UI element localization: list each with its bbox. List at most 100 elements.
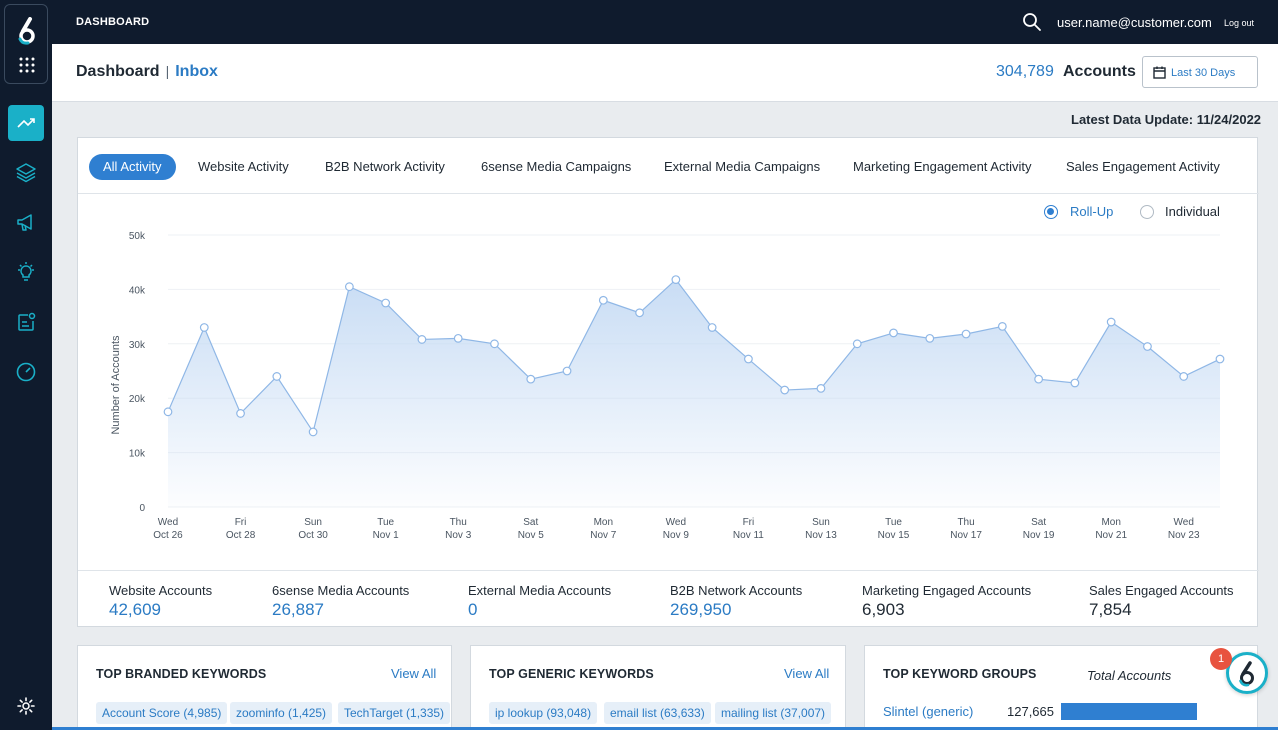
x-tick-label: Fri xyxy=(743,517,755,528)
data-point xyxy=(671,275,681,285)
tab-website-activity[interactable]: Website Activity xyxy=(198,159,289,174)
apps-grid-icon[interactable] xyxy=(19,57,35,73)
view-all-link[interactable]: View All xyxy=(784,666,830,681)
total-accounts-header: Total Accounts xyxy=(1087,668,1172,683)
date-range-label: Last 30 Days xyxy=(1171,67,1236,79)
data-point xyxy=(526,374,536,384)
report-icon xyxy=(18,312,36,331)
stat-value[interactable]: 26,887 xyxy=(272,600,324,619)
x-tick-label: Oct 26 xyxy=(153,530,183,541)
x-tick-label: Nov 15 xyxy=(878,530,910,541)
series-line xyxy=(167,278,1221,434)
x-tick-label: Sun xyxy=(304,517,322,528)
data-point xyxy=(780,385,790,395)
x-tick-label: Sat xyxy=(1031,517,1046,528)
keyword-chip[interactable]: mailing list (37,007) xyxy=(715,702,832,724)
stat-value[interactable]: 269,950 xyxy=(670,600,732,619)
keyword-group-name[interactable]: Slintel (generic) xyxy=(883,704,974,719)
trend-up-icon xyxy=(17,118,35,128)
stat-label: 6sense Media Accounts xyxy=(272,583,410,598)
logo-box[interactable] xyxy=(4,4,48,84)
megaphone-icon xyxy=(17,214,32,231)
nav-dashboard[interactable] xyxy=(8,105,44,141)
page-header: Dashboard | Inbox 304,789 Accounts Last 30… xyxy=(52,44,1278,102)
rollup-radio[interactable] xyxy=(1044,205,1058,219)
keyword-chip[interactable]: TechTarget (1,335) xyxy=(338,702,451,724)
y-tick-label: 40k xyxy=(129,285,146,296)
nav-layers[interactable] xyxy=(8,154,44,190)
y-tick-label: 30k xyxy=(129,340,146,351)
data-point xyxy=(1143,342,1152,351)
x-tick-label: Nov 5 xyxy=(518,530,545,541)
data-point xyxy=(925,333,935,343)
keyword-chip[interactable]: ip lookup (93,048) xyxy=(489,702,598,724)
y-tick-label: 10k xyxy=(129,449,146,460)
tab-external-media-campaigns[interactable]: External Media Campaigns xyxy=(664,159,821,174)
top-generic-keywords-card: TOP GENERIC KEYWORDS View All ip lookup … xyxy=(470,645,846,730)
x-tick-label: Nov 3 xyxy=(445,530,472,541)
activity-area-chart: 0 10k 20k 30k 40k 50k Number of Accounts Wed Oct… xyxy=(110,231,1225,541)
data-point xyxy=(381,298,391,308)
stat-b2b-network-accounts: B2B Network Accounts 269,950 xyxy=(670,583,802,620)
data-point xyxy=(417,335,427,344)
x-tick-label: Nov 9 xyxy=(663,530,690,541)
x-tick-label: Oct 28 xyxy=(226,530,256,541)
notification-badge: 1 xyxy=(1210,648,1232,670)
data-point xyxy=(852,339,862,349)
search-icon[interactable] xyxy=(1022,12,1042,32)
data-point xyxy=(308,427,318,437)
user-email[interactable]: user.name@customer.com xyxy=(1057,15,1212,30)
tab-marketing-engagement-activity[interactable]: Marketing Engagement Activity xyxy=(853,159,1032,174)
stat-value: 6,903 xyxy=(862,600,905,619)
top-bar: DASHBOARD user.name@customer.com Log out xyxy=(52,0,1278,44)
x-tick-label: Tue xyxy=(377,517,394,528)
activity-card: All Activity Website Activity B2B Networ… xyxy=(77,137,1259,628)
stat-label: Sales Engaged Accounts xyxy=(1089,583,1234,598)
nav-insights[interactable] xyxy=(8,254,44,290)
keyword-chip[interactable]: zoominfo (1,425) xyxy=(230,702,333,724)
top-keyword-groups-card: TOP KEYWORD GROUPS Total Accounts Slinte… xyxy=(864,645,1258,730)
lightbulb-icon xyxy=(18,262,34,281)
gauge-icon xyxy=(16,362,36,382)
rollup-label[interactable]: Roll-Up xyxy=(1070,204,1114,219)
view-all-link[interactable]: View All xyxy=(391,666,437,681)
x-tick-label: Nov 7 xyxy=(590,530,617,541)
card-title: TOP KEYWORD GROUPS xyxy=(883,667,1037,681)
help-widget-button[interactable] xyxy=(1226,652,1268,694)
top-branded-keywords-card: TOP BRANDED KEYWORDS View All Account Sc… xyxy=(77,645,452,730)
breadcrumb-inbox[interactable]: Inbox xyxy=(175,63,218,80)
tab-all-activity[interactable]: All Activity xyxy=(89,154,176,180)
stat-label: External Media Accounts xyxy=(468,583,612,598)
bottom-accent-line xyxy=(52,727,1278,730)
tab-sales-engagement-activity[interactable]: Sales Engagement Activity xyxy=(1066,159,1220,174)
nav-speed[interactable] xyxy=(8,354,44,390)
data-point xyxy=(816,384,826,393)
stat-value: 7,854 xyxy=(1089,600,1132,619)
x-tick-label: Nov 17 xyxy=(950,530,982,541)
y-tick-label: 0 xyxy=(139,503,145,514)
account-stats: Website Accounts 42,609 6sense Media Acc… xyxy=(78,570,1259,628)
logout-link[interactable]: Log out xyxy=(1224,18,1255,28)
individual-label[interactable]: Individual xyxy=(1165,204,1220,219)
keyword-chip[interactable]: email list (63,633) xyxy=(604,702,711,724)
data-point xyxy=(744,354,753,364)
nav-reports[interactable] xyxy=(8,304,44,340)
sixsense-logo-icon xyxy=(18,17,35,45)
card-title: TOP GENERIC KEYWORDS xyxy=(489,667,654,681)
keyword-chip[interactable]: Account Score (4,985) xyxy=(96,702,228,724)
stat-value[interactable]: 0 xyxy=(468,600,478,619)
nav-settings[interactable] xyxy=(8,688,44,724)
breadcrumb-dashboard[interactable]: Dashboard xyxy=(76,63,160,80)
nav-campaigns[interactable] xyxy=(8,204,44,240)
data-point xyxy=(453,333,463,343)
tab-6sense-media-campaigns[interactable]: 6sense Media Campaigns xyxy=(481,159,632,174)
tab-b2b-network-activity[interactable]: B2B Network Activity xyxy=(325,159,445,174)
x-tick-label: Nov 11 xyxy=(733,530,764,541)
date-range-button[interactable]: Last 30 Days xyxy=(1142,56,1258,88)
stat-label: Website Accounts xyxy=(109,583,213,598)
stat-value[interactable]: 42,609 xyxy=(109,600,161,619)
x-tick-label: Tue xyxy=(885,517,902,528)
activity-tabs: All Activity Website Activity B2B Networ… xyxy=(78,138,1259,194)
data-point xyxy=(1034,374,1044,384)
individual-radio[interactable] xyxy=(1140,205,1154,219)
